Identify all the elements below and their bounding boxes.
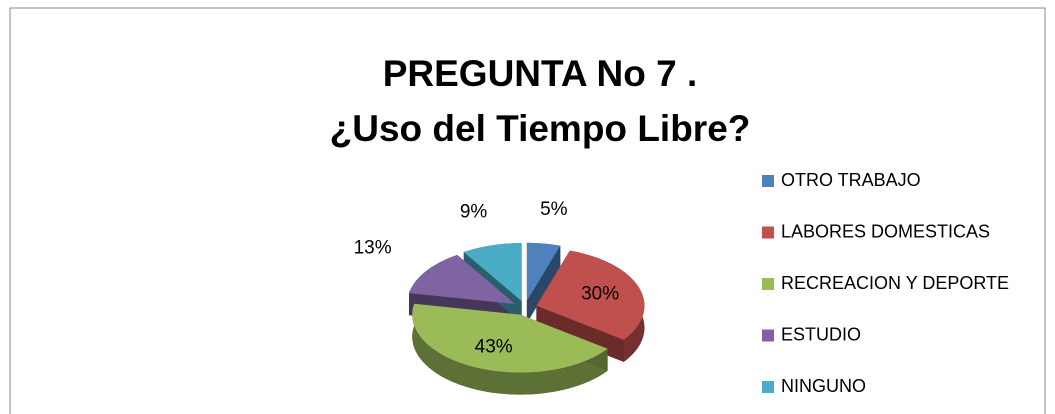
legend-swatch (762, 175, 774, 187)
legend-swatch (762, 381, 774, 393)
pie-slice-side (526, 245, 561, 323)
legend-label: ESTUDIO (781, 324, 861, 344)
chart-title: PREGUNTA No 7 . (383, 53, 698, 94)
pie-slice (536, 250, 645, 340)
pie-slice (408, 254, 516, 304)
data-label: 5% (540, 199, 568, 220)
legend-label: OTRO TRABAJO (781, 170, 921, 190)
data-label: 9% (460, 201, 488, 222)
pie-slice (463, 243, 522, 302)
chart-title: ¿Uso del Tiempo Libre? (330, 108, 751, 149)
legend-swatch (762, 329, 774, 342)
legend-swatch (762, 226, 774, 239)
pie-slice-wall (412, 303, 608, 395)
chart-border (9, 7, 1046, 414)
legend-label: NINGUNO (781, 376, 866, 396)
legend-label: RECREACION Y DEPORTE (781, 273, 1009, 293)
legend-swatch (762, 278, 774, 290)
data-label: 43% (475, 337, 513, 358)
data-label: 30% (581, 284, 619, 305)
pie-slice (526, 242, 561, 301)
data-label: 13% (354, 238, 392, 259)
legend-label: LABORES DOMESTICAS (781, 221, 990, 241)
pie-slice (412, 303, 608, 373)
